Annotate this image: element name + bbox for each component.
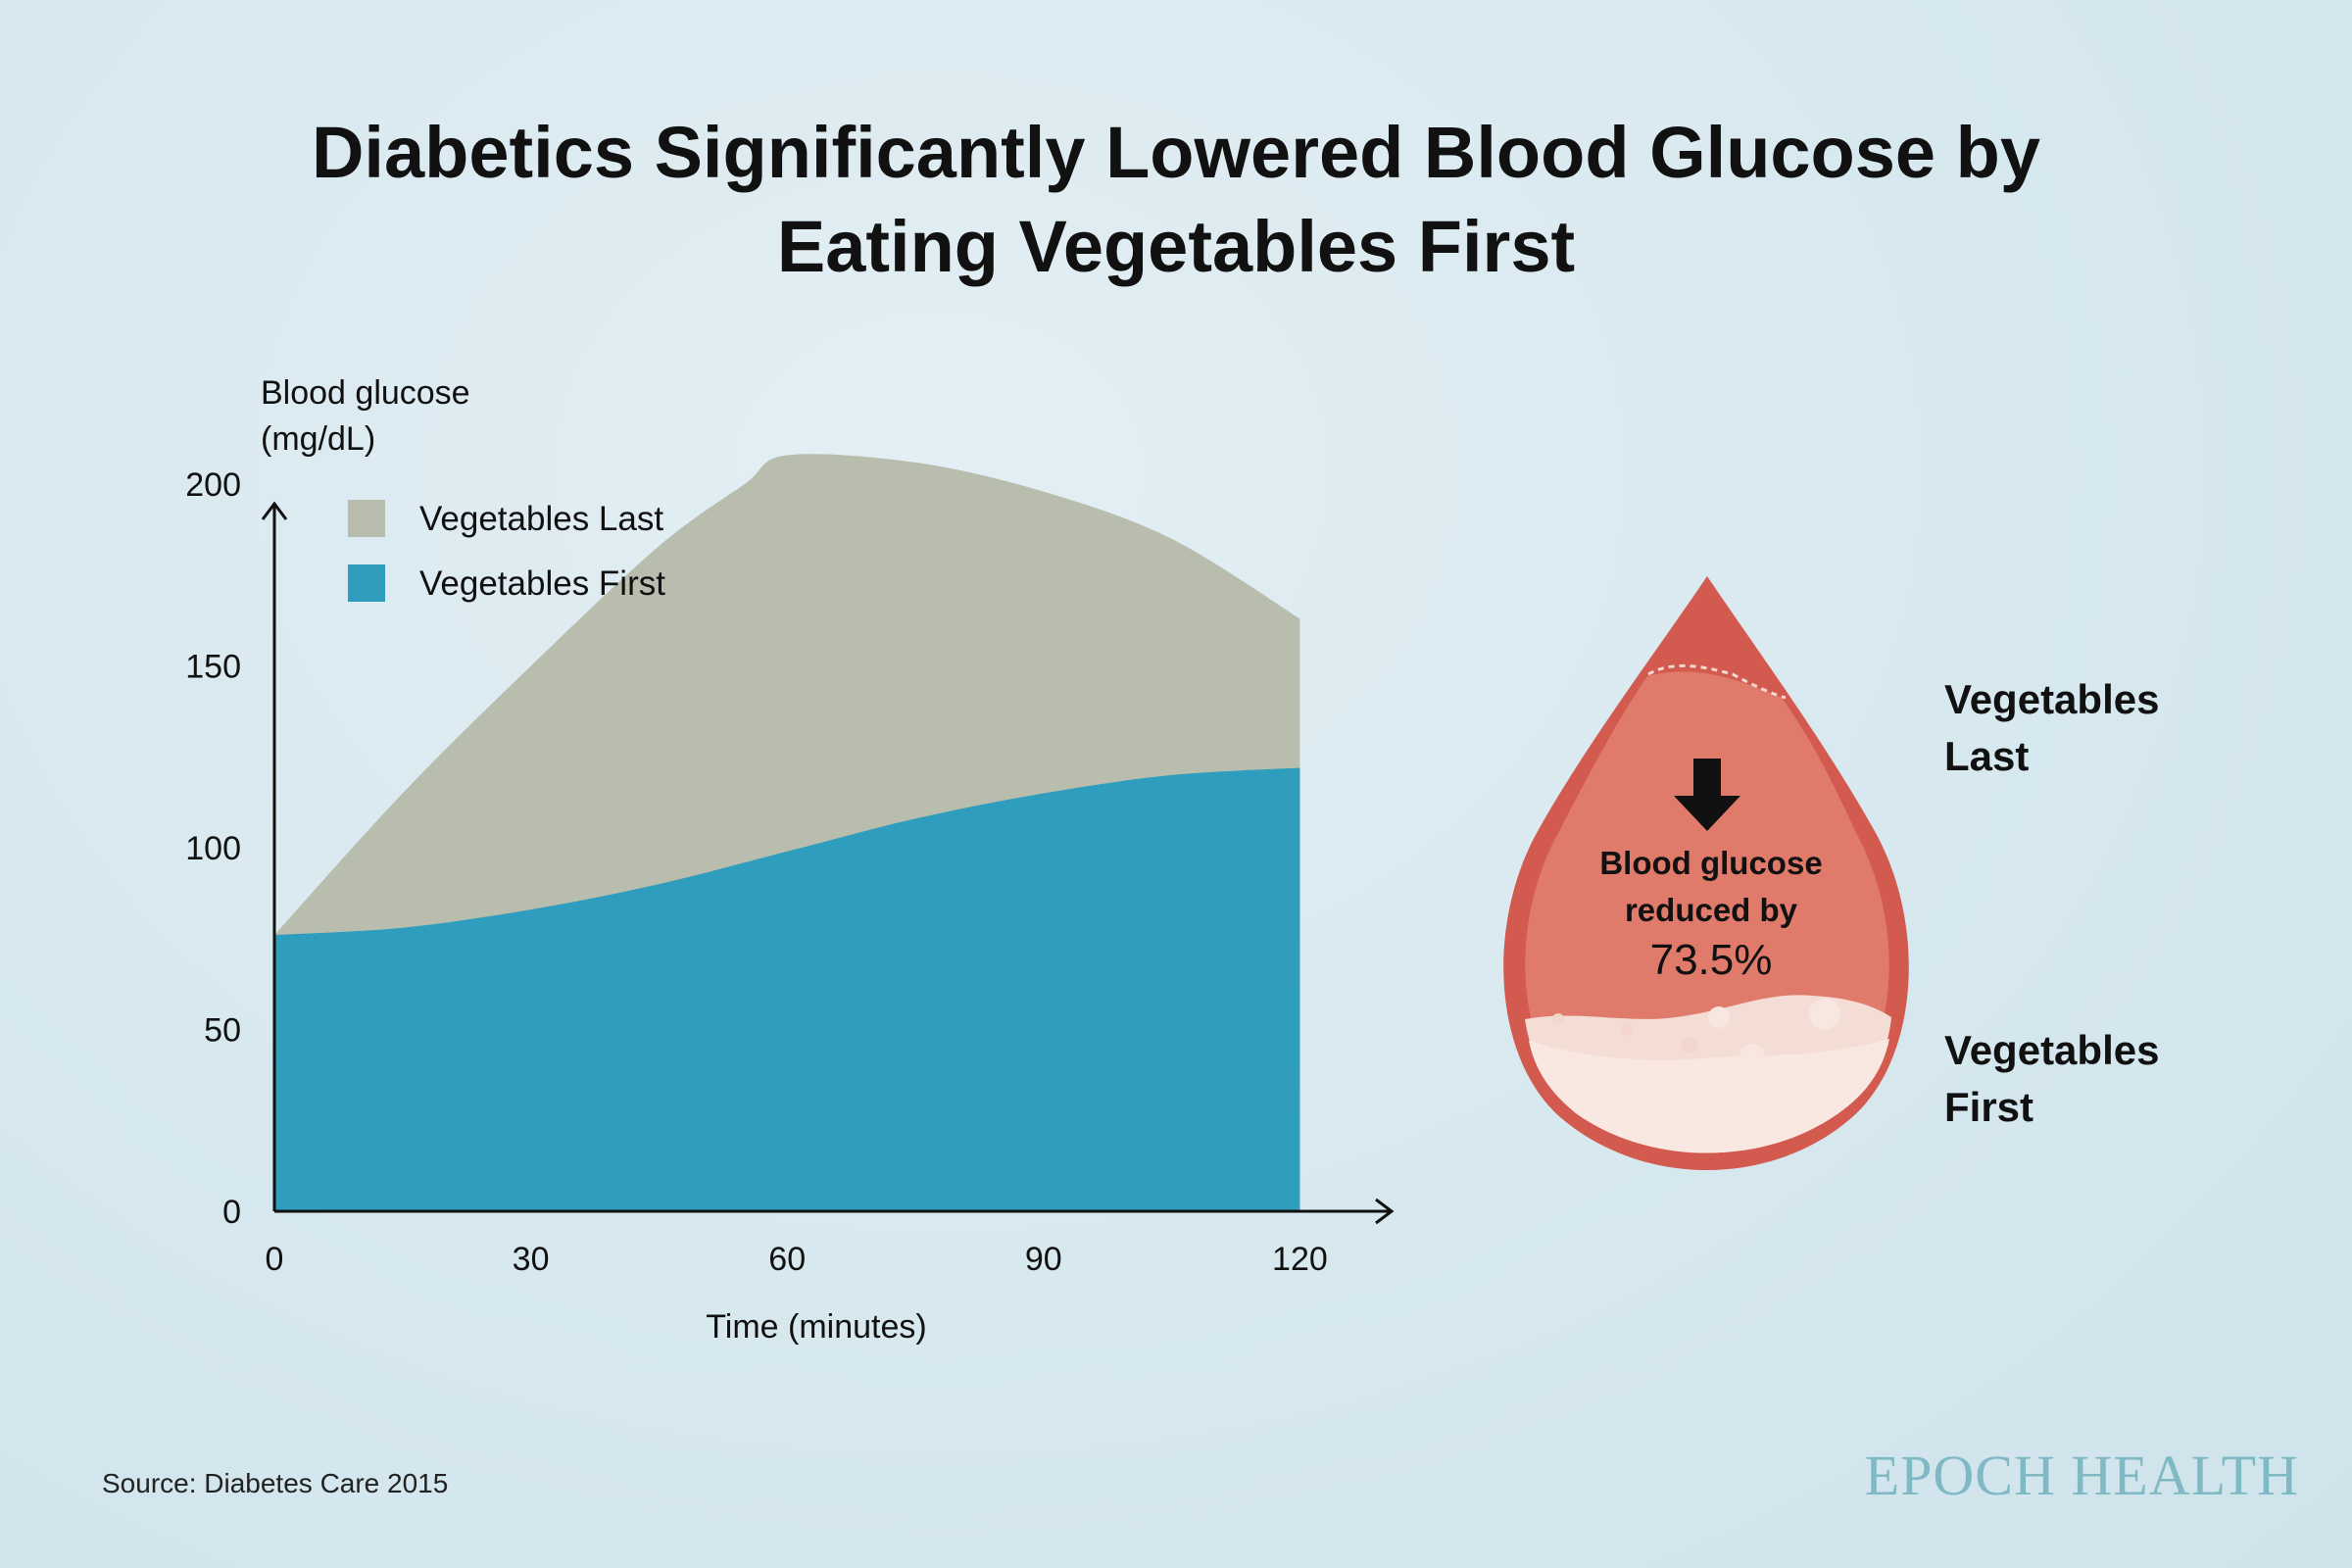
drop-value: 73.5% [1650, 936, 1773, 984]
vegetables-last-level-line [1647, 663, 1787, 700]
x-axis-label: Time (minutes) [706, 1308, 926, 1346]
label-vegetables-first-line-1: Vegetables [1944, 1027, 2159, 1073]
area-chart [274, 454, 1300, 1212]
y-tick-label: 0 [222, 1194, 241, 1231]
x-tick-label: 90 [1025, 1241, 1062, 1278]
title-line-1: Diabetics Significantly Lowered Blood Gl… [311, 112, 2040, 193]
chart-title: Diabetics Significantly Lowered Blood Gl… [0, 106, 2352, 294]
y-axis-label-line-1: Blood glucose [261, 374, 470, 412]
label-vegetables-last-line-2: Last [1944, 733, 2029, 779]
legend-label: Vegetables First [419, 564, 665, 603]
x-tick-label: 60 [768, 1241, 806, 1278]
down-arrow-icon [1674, 759, 1740, 831]
x-tick-label: 30 [513, 1241, 550, 1278]
y-tick-label: 100 [185, 830, 241, 867]
blood-drop-graphic: Blood glucose reduced by 73.5% [1503, 576, 1909, 1170]
x-axis-arrow-icon [1375, 1198, 1395, 1225]
bubble [1552, 1013, 1564, 1025]
legend-swatch [348, 564, 385, 602]
y-tick-label: 50 [204, 1012, 241, 1050]
y-tick-label: 150 [185, 649, 241, 686]
legend-label: Vegetables Last [419, 500, 663, 538]
chart-axes: Blood glucose (mg/dL) Time (minutes) 0 50… [185, 374, 1395, 1346]
drop-text-line-1: Blood glucose [1599, 845, 1822, 881]
legend-swatch [348, 500, 385, 537]
x-tick-label: 120 [1272, 1241, 1328, 1278]
y-tick-label: 200 [185, 466, 241, 504]
bubble [1740, 1044, 1765, 1069]
title-line-2: Eating Vegetables First [776, 206, 1576, 287]
bubble [1620, 1022, 1634, 1036]
drop-text-line-2: reduced by [1625, 892, 1798, 928]
drop-labels: Vegetables Last Vegetables First [1944, 676, 2159, 1130]
chart-legend: Vegetables Last Vegetables First [348, 500, 665, 603]
y-axis-arrow-icon [261, 501, 288, 520]
source-note: Source: Diabetes Care 2015 [102, 1468, 449, 1498]
blood-drop-bottom-wave [1529, 1039, 1889, 1153]
bubble [1708, 1006, 1730, 1028]
label-vegetables-last-line-1: Vegetables [1944, 676, 2159, 722]
brand-logo: EPOCH HEALTH [1864, 1444, 2299, 1507]
bubble [1809, 999, 1840, 1030]
y-axis-label-line-2: (mg/dL) [261, 420, 375, 458]
x-tick-label: 0 [266, 1241, 284, 1278]
bubble [1682, 1037, 1697, 1053]
label-vegetables-first-line-2: First [1944, 1084, 2034, 1130]
area-series-vegetables-first [274, 767, 1300, 1211]
